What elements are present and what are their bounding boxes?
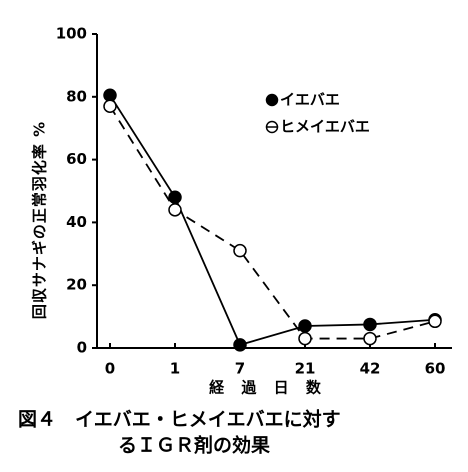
legend-label: イエバエ: [280, 91, 340, 109]
x-tick-label: 21: [295, 360, 316, 378]
legend-label: ヒメイエバエ: [280, 118, 370, 136]
data-point: [363, 331, 377, 346]
series-line: [109, 105, 436, 340]
x-tick-label: 42: [360, 360, 381, 378]
data-point: [168, 190, 182, 205]
data-point: [103, 99, 117, 113]
data-point: [103, 88, 117, 102]
caption: 図４ イエバエ・ヒメイエバエに対す: [18, 408, 341, 431]
x-tick-label: 0: [105, 360, 115, 378]
legend-marker: [265, 93, 279, 107]
x-tick-label: 7: [235, 360, 245, 378]
legend-marker: [265, 120, 279, 134]
data-point: [298, 319, 312, 333]
x-axis-label: 経 過 日 数: [209, 379, 327, 397]
caption: るＩＧＲ剤の効果: [118, 434, 270, 457]
data-point: [168, 203, 182, 217]
data-point: [298, 331, 312, 346]
data-point: [363, 317, 377, 332]
y-tick-label: 0: [77, 339, 87, 357]
data-point: [233, 243, 247, 258]
x-tick-label: 1: [170, 360, 180, 378]
y-tick-label: 20: [66, 276, 87, 294]
series-line: [109, 94, 436, 346]
data-point: [428, 314, 442, 329]
y-tick-label: 100: [56, 25, 87, 43]
y-tick-label: 80: [66, 87, 87, 105]
y-axis-label: 回収サナギの正常羽化率 %: [31, 121, 49, 319]
x-tick-label: 60: [425, 360, 446, 378]
y-tick-label: 60: [66, 150, 87, 168]
y-tick-label: 40: [66, 213, 87, 231]
data-point: [233, 338, 247, 352]
